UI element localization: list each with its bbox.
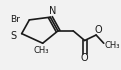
Text: Br: Br [10,15,20,24]
Text: CH₃: CH₃ [105,42,120,50]
Text: O: O [81,53,88,63]
Text: S: S [10,31,16,41]
Text: N: N [49,6,57,16]
Text: CH₃: CH₃ [33,46,49,55]
Text: O: O [94,25,102,35]
